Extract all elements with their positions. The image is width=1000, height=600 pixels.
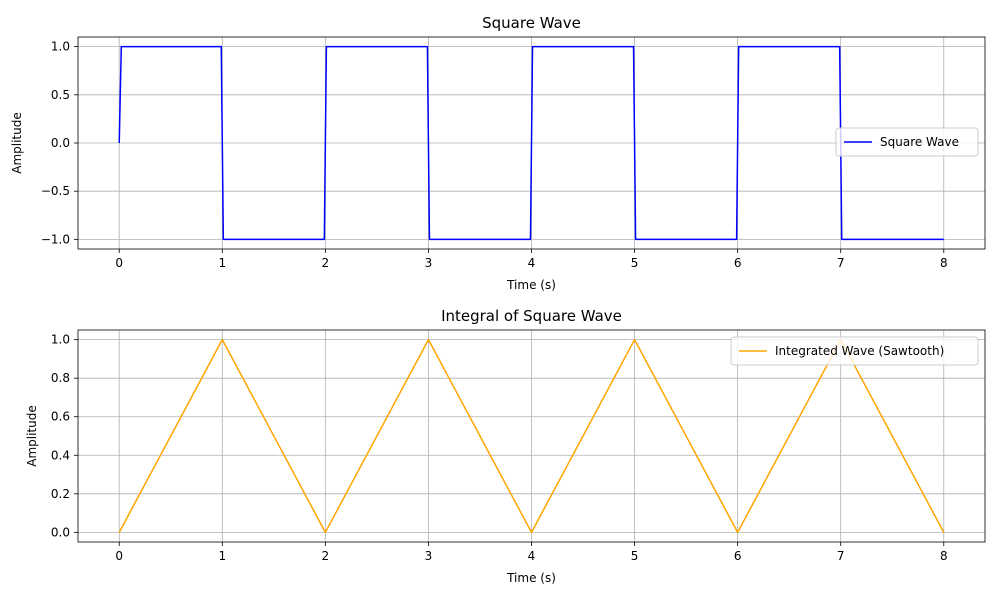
plot-frame <box>77 36 986 250</box>
y-tick-label: 0.5 <box>51 88 70 102</box>
y-tick-label: 0.0 <box>51 136 70 150</box>
x-tick-label: 0 <box>115 256 123 270</box>
y-tick-label: 0.4 <box>51 448 70 462</box>
x-tick-label: 4 <box>528 549 536 563</box>
x-tick-label: 1 <box>218 256 226 270</box>
y-tick-label: 1.0 <box>51 333 70 347</box>
x-tick-label: 7 <box>837 549 845 563</box>
legend: Square Wave <box>835 127 979 157</box>
series-line <box>118 45 944 241</box>
chart-title: Integral of Square Wave <box>441 307 622 325</box>
legend-label: Square Wave <box>880 135 959 149</box>
x-axis-label: Time (s) <box>506 571 556 585</box>
y-tick-label: 0.2 <box>51 487 70 501</box>
x-tick-label: 3 <box>425 549 433 563</box>
x-tick-label: 8 <box>940 256 948 270</box>
x-tick-label: 6 <box>734 256 742 270</box>
series-line <box>118 338 945 534</box>
chart-title: Square Wave <box>482 14 581 32</box>
x-tick-label: 2 <box>322 256 330 270</box>
y-tick-label: 0.8 <box>51 371 70 385</box>
grid <box>78 330 985 542</box>
x-tick-label: 3 <box>425 256 433 270</box>
x-tick-label: 5 <box>631 549 639 563</box>
y-tick-label: 0.0 <box>51 525 70 539</box>
y-axis-label: Amplitude <box>25 405 39 467</box>
x-tick-label: 1 <box>218 549 226 563</box>
y-tick-label: 1.0 <box>51 40 70 54</box>
x-tick-label: 5 <box>631 256 639 270</box>
legend-box <box>730 336 979 366</box>
subplot-integral-wave: Integral of Square Wave Time (s) Amplitu… <box>25 307 986 585</box>
x-tick-label: 7 <box>837 256 845 270</box>
y-tick-label: −1.0 <box>41 232 70 246</box>
x-tick-label: 4 <box>528 256 536 270</box>
y-tick-label: −0.5 <box>41 184 70 198</box>
plot-frame <box>77 329 986 543</box>
legend-label: Integrated Wave (Sawtooth) <box>775 344 944 358</box>
x-tick-label: 0 <box>115 549 123 563</box>
x-tick-label: 2 <box>322 549 330 563</box>
legend: Integrated Wave (Sawtooth) <box>730 336 979 366</box>
legend-box <box>835 127 979 157</box>
x-tick-label: 8 <box>940 549 948 563</box>
subplot-square-wave: Square Wave Time (s) Amplitude 0 1 2 3 4 5 6 7 8… <box>10 14 986 292</box>
x-tick-label: 6 <box>734 549 742 563</box>
y-axis-label: Amplitude <box>10 112 24 174</box>
y-tick-label: 0.6 <box>51 410 70 424</box>
x-axis-label: Time (s) <box>506 278 556 292</box>
